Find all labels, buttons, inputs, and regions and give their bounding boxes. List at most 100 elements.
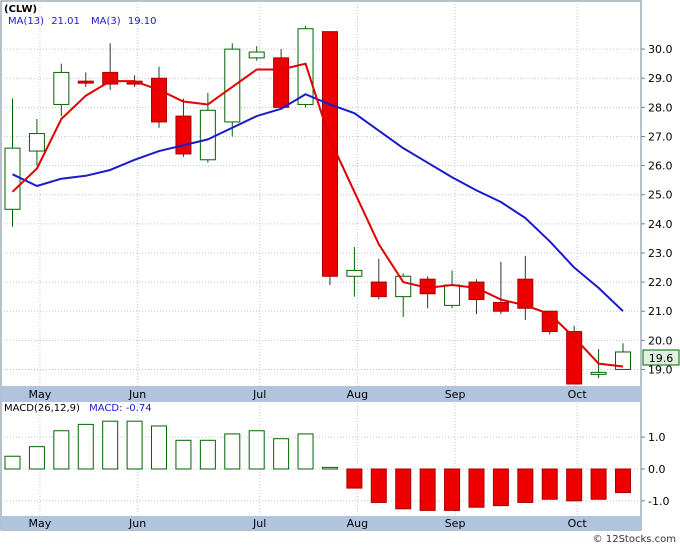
macd-positive-bar (151, 425, 168, 470)
macd-legend: MACD(26,12,9) MACD: -0.74 (4, 403, 152, 414)
price-x-tick-label: Sep (445, 388, 466, 401)
macd-positive-bar (273, 438, 290, 470)
ma-red-line (11, 62, 624, 368)
last-price-tag: 19.6 (642, 349, 680, 366)
down-candle (517, 255, 534, 320)
ma13-legend: MA(13) 21.01 MA(3) 19.10 (8, 16, 156, 27)
macd-positive-bar (53, 430, 70, 470)
price-x-tick-label: Oct (568, 388, 588, 401)
price-y-tick-label: 23.0 (648, 247, 673, 260)
price-y-tick-label: 22.0 (648, 276, 673, 289)
footer-credit: © 12Stocks.com (593, 534, 676, 545)
candle-body (53, 71, 70, 105)
price-y-tick-label: 27.0 (648, 130, 673, 143)
macd-negative-bar (590, 468, 607, 500)
ma3-legend-label: MA(3) (91, 16, 121, 27)
price-y-tick-label: 30.0 (648, 43, 673, 56)
macd-positive-bar (28, 446, 45, 470)
candle-body (102, 71, 119, 85)
candle-body (517, 278, 534, 309)
macd-y-tick-label: 1.0 (648, 431, 666, 444)
price-y-tick-label: 25.0 (648, 189, 673, 202)
macd-x-tick-label: May (29, 517, 52, 530)
macd-negative-bar (566, 468, 583, 502)
macd-y-tick-label: -1.0 (648, 495, 669, 508)
macd-positive-bar (224, 433, 241, 470)
macd-negative-bar (346, 468, 363, 489)
macd-panel-frame (0, 399, 642, 531)
candle-body (615, 351, 631, 370)
macd-x-tick-label: Aug (347, 517, 368, 530)
price-y-tick-label: 19.0 (648, 363, 673, 376)
down-candle (273, 49, 290, 108)
candle-body (4, 147, 21, 210)
price-y-tick-label: 20.0 (648, 334, 673, 347)
price-x-tick-label: Jun (128, 388, 146, 401)
up-candle (53, 63, 70, 117)
candle-body (346, 269, 363, 277)
macd-positive-bar (77, 423, 94, 470)
macd-positive-bar (4, 455, 21, 470)
moving-average-lines (11, 62, 624, 368)
macd-x-tick-label: Jul (252, 517, 266, 530)
candle-body (590, 371, 607, 375)
up-candle (199, 92, 216, 163)
up-candle (224, 43, 241, 137)
candle-body (199, 109, 216, 161)
price-x-tick-label: Aug (347, 388, 368, 401)
price-x-tick-label: May (29, 388, 52, 401)
macd-negative-bar (517, 468, 534, 503)
last-price-box (642, 349, 680, 366)
macd-y-tick-label: 0.0 (648, 463, 666, 476)
price-x-axis-band (1, 386, 641, 402)
up-candle (28, 119, 45, 166)
price-y-tick-label: 29.0 (648, 72, 673, 85)
macd-legend-title: MACD(26,12,9) (4, 403, 80, 414)
macd-negative-bar (370, 468, 387, 503)
macd-x-tick-label: Sep (445, 517, 466, 530)
macd-negative-bar (395, 468, 412, 510)
price-y-tick-label: 28.0 (648, 101, 673, 114)
last-price-label: 19.6 (649, 352, 674, 365)
price-y-tick-label: 21.0 (648, 305, 673, 318)
macd-positive-bar (175, 439, 192, 470)
candle-body (77, 80, 94, 84)
candle-body (370, 281, 387, 298)
macd-positive-bar (297, 433, 314, 470)
macd-negative-bar (492, 468, 509, 507)
candle-body (175, 115, 192, 155)
candle-body (444, 284, 461, 306)
up-candle (4, 98, 21, 227)
macd-positive-bar (126, 420, 143, 470)
up-candle (444, 270, 461, 309)
up-candle (615, 343, 631, 370)
macd-positive-bar (248, 430, 265, 470)
candle-body (28, 133, 45, 152)
macd-negative-bar (615, 468, 631, 494)
ticker-title: (CLW) (4, 4, 37, 15)
candle-body (395, 275, 412, 298)
x-axis-labels: May May Jun Jun Jul Jul Aug Aug Sep Sep Oct Oct (29, 388, 588, 530)
candle-body (566, 331, 583, 385)
candle-body (321, 31, 338, 277)
macd-x-tick-label: Oct (568, 517, 588, 530)
macd-bars (4, 420, 631, 511)
macd-x-axis-band (1, 516, 641, 530)
y-axis-labels: 19.0 20.0 21.0 22.0 23.0 24.0 25.0 26.0 27.0 28.0… (648, 43, 673, 508)
ma3-legend-value: 19.10 (128, 16, 157, 27)
macd-negative-bar (468, 468, 485, 508)
candle-body (224, 48, 241, 123)
price-panel-frame (0, 0, 642, 402)
price-x-tick-label: Jul (252, 388, 266, 401)
candle-body (151, 77, 168, 123)
down-candle (77, 72, 94, 87)
candle-body (248, 51, 265, 59)
down-candle (321, 31, 338, 285)
down-candle (492, 261, 509, 315)
up-candle (248, 46, 265, 61)
macd-positive-bar (199, 439, 216, 470)
macd-negative-bar (419, 468, 436, 511)
price-y-tick-label: 26.0 (648, 160, 673, 173)
